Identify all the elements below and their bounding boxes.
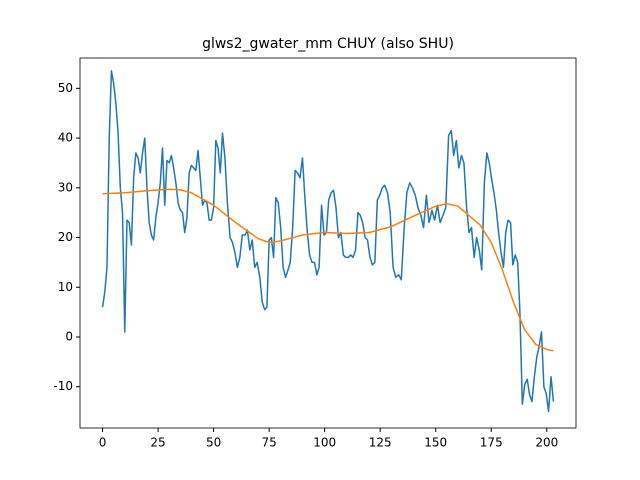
x-tick-label: 150 <box>424 436 447 450</box>
x-tick-label: 25 <box>150 436 165 450</box>
y-tick-label: 50 <box>58 81 73 95</box>
x-tick-label: 0 <box>99 436 107 450</box>
y-tick-label: -10 <box>53 379 73 393</box>
x-tick-label: 100 <box>313 436 336 450</box>
y-tick-label: 40 <box>58 131 73 145</box>
x-tick-label: 50 <box>206 436 221 450</box>
plot-frame <box>79 57 577 429</box>
x-tick-label: 75 <box>261 436 276 450</box>
y-tick-label: 0 <box>65 329 73 343</box>
y-tick-label: 10 <box>58 280 73 294</box>
line-series <box>101 70 555 413</box>
chart-title: glws2_gwater_mm CHUY (also SHU) <box>202 36 454 52</box>
x-tick-label: 200 <box>535 436 558 450</box>
x-tick-label: 175 <box>480 436 503 450</box>
line-series <box>102 188 554 352</box>
y-tick-label: 30 <box>58 180 73 194</box>
x-tick-label: 125 <box>369 436 392 450</box>
y-tick-label: 20 <box>58 230 73 244</box>
